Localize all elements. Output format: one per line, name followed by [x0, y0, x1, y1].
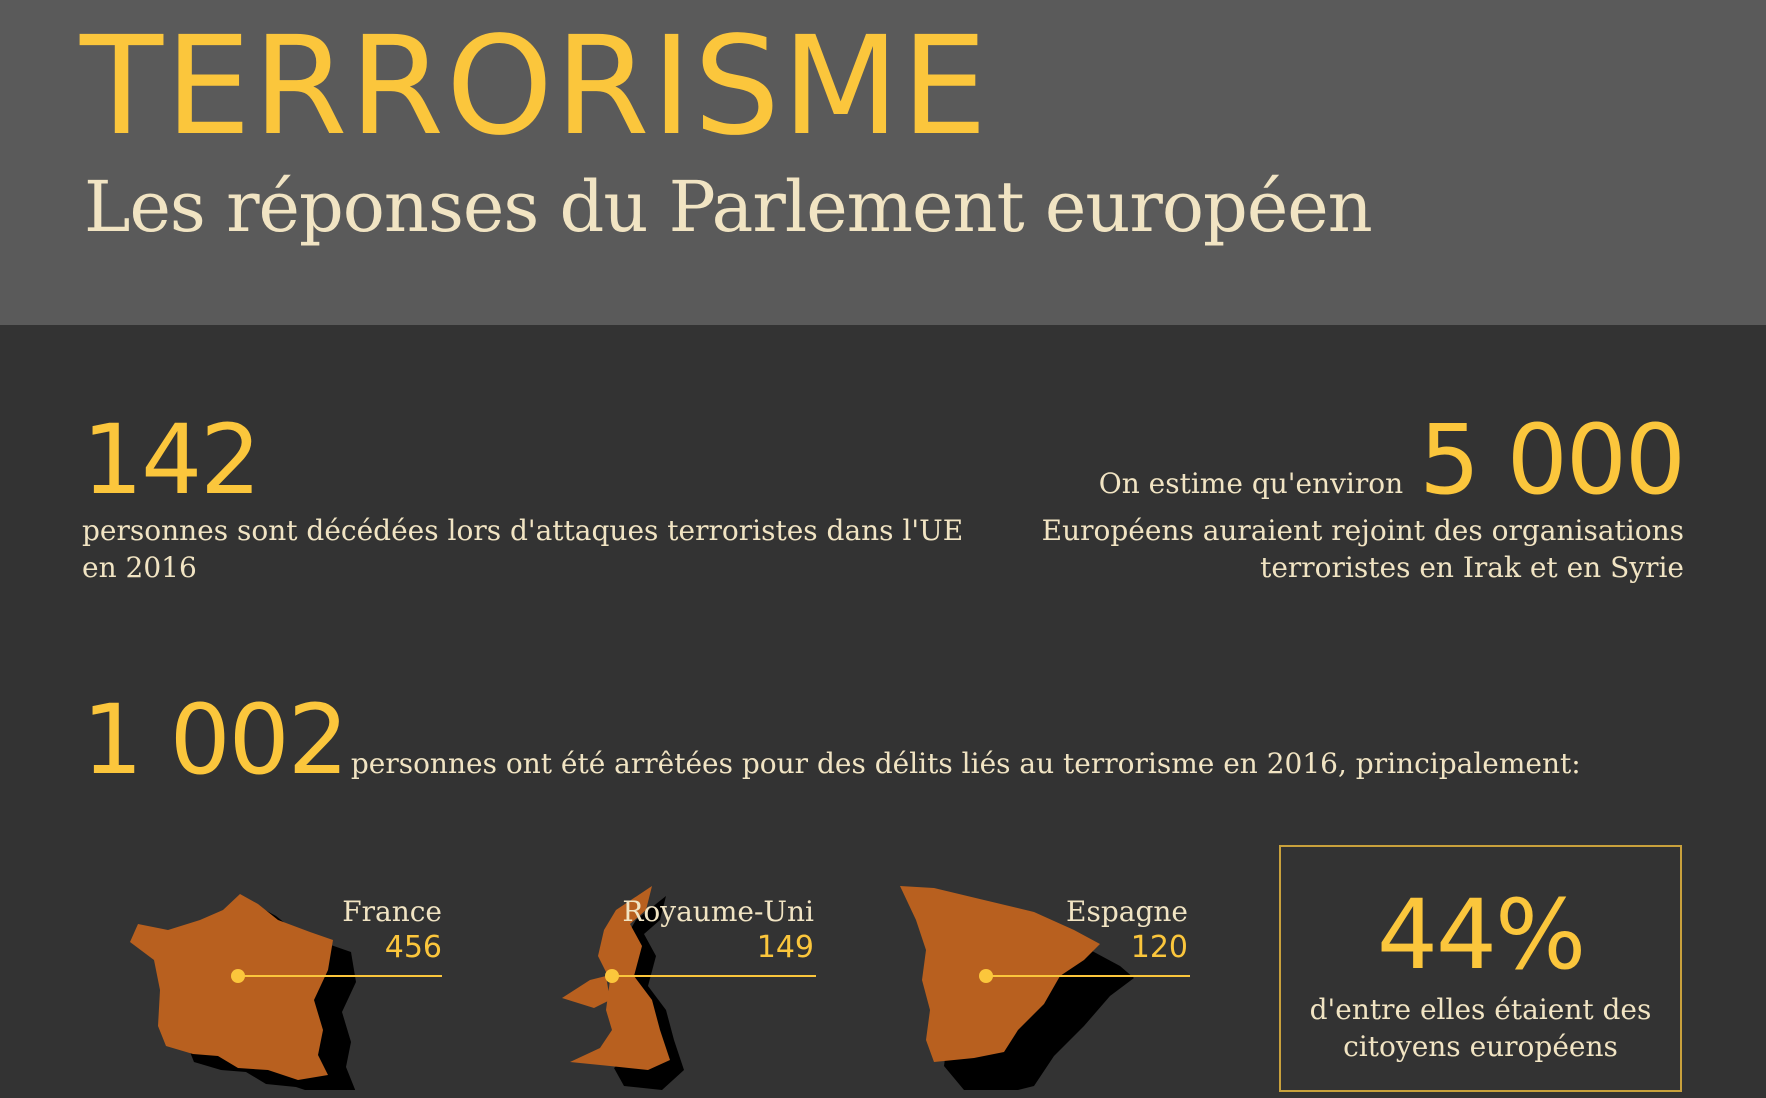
country-name: Espagne [1066, 895, 1188, 928]
country-spain: Espagne 120 [894, 880, 1194, 1090]
citizens-value: 44% [1376, 879, 1586, 991]
country-value: 149 [756, 930, 814, 965]
citizens-text: d'entre elles étaient des citoyens europ… [1309, 993, 1652, 1063]
fighters-prefix: On estime qu'environ [1098, 467, 1404, 500]
arrests-stat: 1 002 personnes ont été arrêtées pour des… [82, 690, 1581, 790]
deaths-value: 142 [82, 404, 261, 516]
country-value: 456 [384, 930, 442, 965]
country-name: Royaume-Uni [622, 895, 814, 928]
uk-map-icon [562, 886, 816, 1090]
page-title: TERRORISME [80, 8, 990, 166]
fighters-stat: On estime qu'environ 5 000 Européens aura… [984, 410, 1686, 586]
page-subtitle: Les réponses du Parlement européen [84, 166, 1373, 248]
arrests-text: personnes ont été arrêtées pour des déli… [350, 747, 1581, 780]
fighters-value: 5 000 [1419, 404, 1686, 516]
country-uk: Royaume-Uni 149 [560, 880, 820, 1090]
deaths-text: personnes sont décédées lors d'attaques … [82, 514, 964, 584]
country-france: France 456 [128, 880, 448, 1090]
fighters-text: Européens auraient rejoint des organisat… [1041, 514, 1684, 584]
arrests-value: 1 002 [82, 684, 349, 796]
deaths-stat: 142 personnes sont décédées lors d'attaq… [82, 410, 982, 586]
france-map-icon [130, 894, 442, 1090]
citizens-box: 44% d'entre elles étaient des citoyens e… [1279, 845, 1682, 1092]
country-name: France [342, 895, 442, 928]
header: TERRORISME Les réponses du Parlement eur… [0, 0, 1766, 325]
country-value: 120 [1130, 930, 1188, 965]
spain-map-icon [900, 886, 1190, 1090]
